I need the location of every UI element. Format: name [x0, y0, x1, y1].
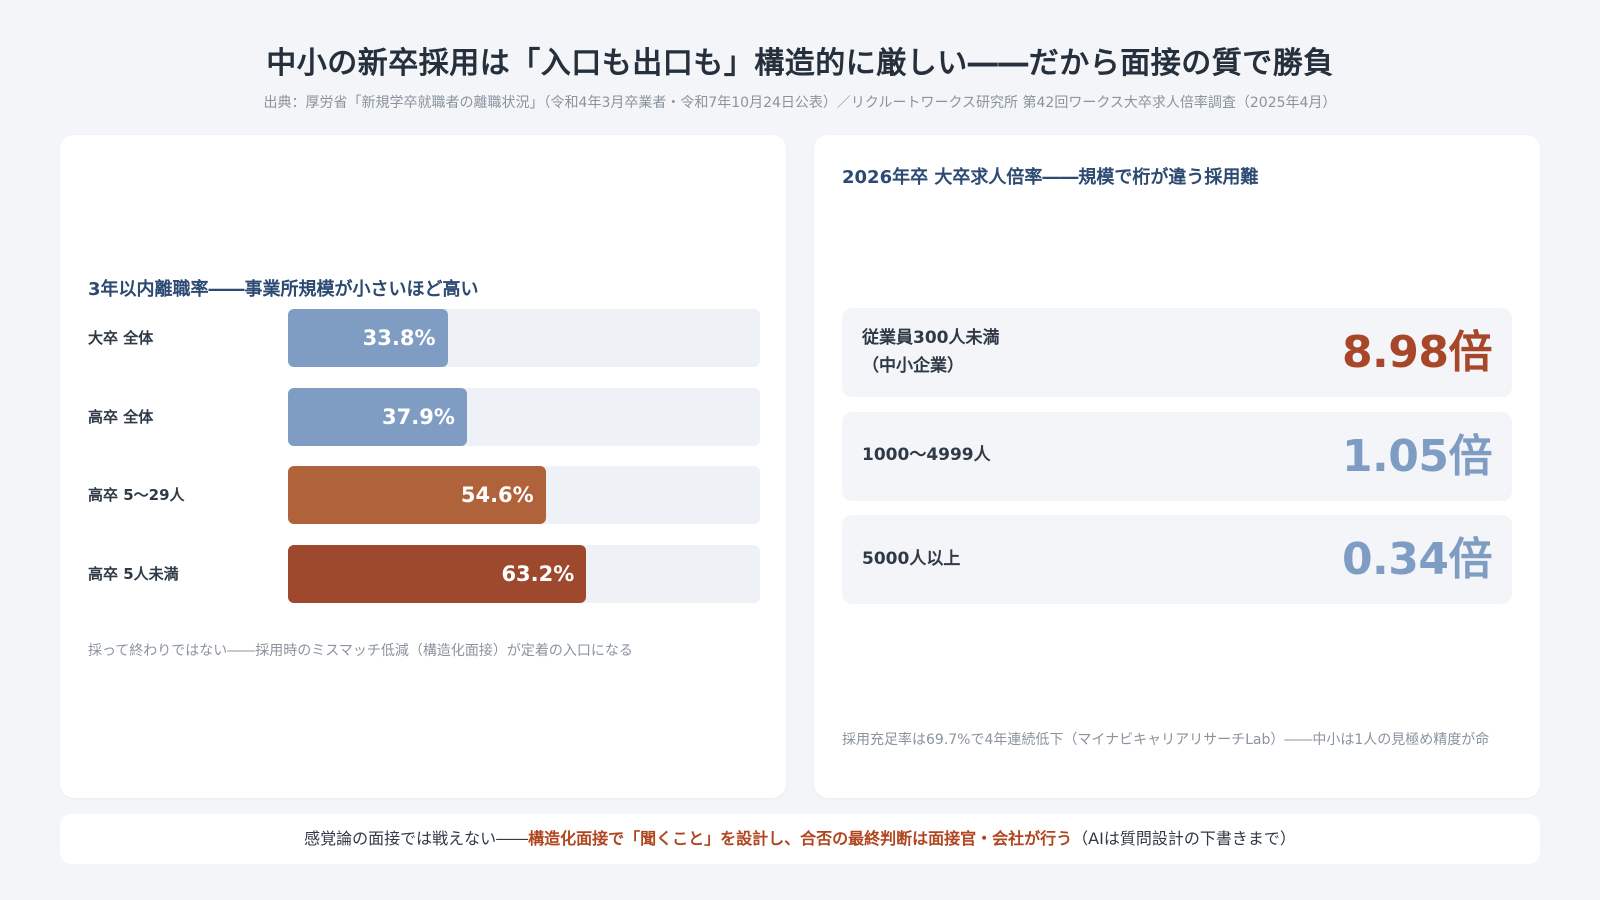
turnover-chart-title: 3年以内離職率――事業所規模が小さいほど高い — [88, 279, 479, 300]
ratio-category-label: 従業員300人未満 （中小企業） — [862, 328, 1000, 376]
ratio-row: 5000人以上 0.34倍 — [842, 515, 1512, 604]
bar-row: 大卒 全体 33.8% — [88, 309, 760, 367]
bar: 54.6% — [288, 466, 546, 524]
ratio-category-label: 5000人以上 — [862, 548, 961, 569]
job-ratio-panel: 2026年卒 大卒求人倍率――規模で桁が違う採用難 従業員300人未満 （中小企… — [814, 135, 1540, 798]
bar-category-label: 高卒 5〜29人 — [88, 486, 185, 504]
ratio-value: 0.34倍 — [1341, 534, 1493, 585]
bar-category-label: 大卒 全体 — [88, 329, 154, 347]
bar-value-label: 37.9% — [382, 404, 455, 429]
bar-value-label: 63.2% — [501, 561, 575, 586]
bar-row: 高卒 全体 37.9% — [88, 387, 760, 446]
footer-lead: 感覚論の面接では戦えない―― — [304, 829, 529, 848]
job-ratio-title: 2026年卒 大卒求人倍率――規模で桁が違う採用難 — [842, 167, 1259, 188]
ratio-row: 従業員300人未満 （中小企業） 8.98倍 — [842, 308, 1512, 397]
bar-track: 63.2% — [288, 544, 760, 603]
source-note: 出典：厚労省「新規学卒就職者の離職状況」（令和4年3月卒業者・令和7年10月24… — [263, 95, 1337, 111]
footer-highlight: 構造化面接で「聞くこと」を設計し、合否の最終判断は面接官・会社が行う — [528, 829, 1073, 848]
bar-value-label: 33.8% — [362, 326, 436, 350]
bar-track: 54.6% — [288, 466, 760, 524]
bar-row: 高卒 5〜29人 54.6% — [88, 466, 760, 524]
turnover-chart-panel: 3年以内離職率――事業所規模が小さいほど高い 大卒 全体 33.8% 高卒 全体 37… — [60, 135, 786, 798]
ratio-value: 1.05倍 — [1341, 430, 1493, 482]
bar-category-label: 高卒 5人未満 — [88, 564, 179, 583]
bar-track: 33.8% — [288, 309, 760, 367]
ratio-row: 1000〜4999人 1.05倍 — [842, 411, 1512, 501]
footer-message: 感覚論の面接では戦えない――構造化面接で「聞くこと」を設計し、合否の最終判断は面… — [60, 814, 1540, 864]
ratio-value: 8.98倍 — [1341, 327, 1493, 378]
bar-value-label: 54.6% — [460, 483, 534, 507]
job-ratio-note: 採用充足率は69.7%で4年連続低下（マイナビキャリアリサーチLab）――中小は… — [842, 732, 1490, 748]
footer-tail: （AIは質問設計の下書きまで） — [1072, 829, 1296, 848]
page-title: 中小の新卒採用は「入口も出口も」構造的に厳しい――だから面接の質で勝負 — [266, 46, 1334, 81]
turnover-note: 採って終わりではない――採用時のミスマッチ低減（構造化面接）が定着の入口になる — [88, 643, 633, 659]
bar: 37.9% — [288, 387, 467, 446]
bar: 33.8% — [288, 309, 448, 367]
bar: 63.2% — [288, 544, 587, 603]
bar-row: 高卒 5人未満 63.2% — [88, 544, 760, 603]
bar-track: 37.9% — [288, 387, 760, 446]
bar-category-label: 高卒 全体 — [88, 407, 154, 426]
ratio-category-label: 1000〜4999人 — [862, 445, 991, 466]
